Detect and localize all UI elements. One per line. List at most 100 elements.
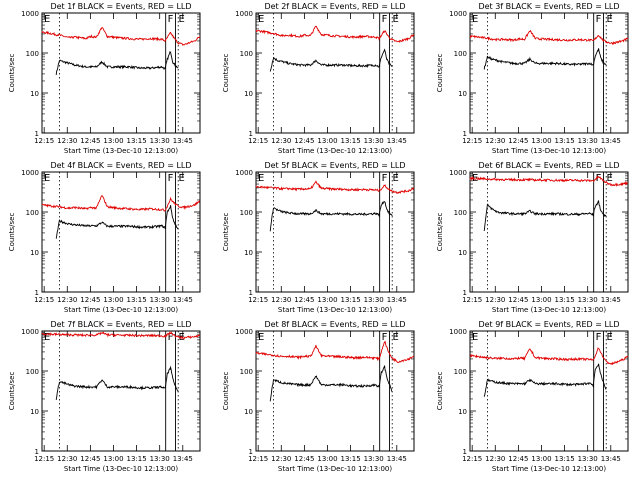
y-axis-label: Counts/sec <box>436 213 444 252</box>
chart-title: Det 4f BLACK = Events, RED = LLD <box>50 161 191 170</box>
x-tick-label: 13:30 <box>364 137 384 145</box>
y-tick-label: 100 <box>454 209 467 217</box>
x-tick-label: 13:45 <box>173 296 193 304</box>
x-tick-label: 13:45 <box>601 296 621 304</box>
region-label: E <box>258 332 264 343</box>
plot-frame <box>255 12 415 134</box>
y-axis-label: Counts/sec <box>8 54 16 93</box>
y-axis-label: Counts/sec <box>8 213 16 252</box>
y-tick-label: 1 <box>249 448 253 456</box>
x-tick-label: 13:00 <box>531 455 551 463</box>
x-tick-label: 13:45 <box>387 455 407 463</box>
chart-title: Det 8f BLACK = Events, RED = LLD <box>264 320 405 329</box>
chart-panel-7: Det 7f BLACK = Events, RED = LLD 1 10 100 10… <box>8 320 201 473</box>
x-tick-label: 12:45 <box>508 137 528 145</box>
y-tick-label: 100 <box>26 209 39 217</box>
y-tick-label: 1000 <box>21 10 39 18</box>
y-tick-label: 1 <box>35 130 39 138</box>
x-axis-label: Start Time (13-Dec-10 12:13:00) <box>64 465 178 473</box>
series-line-black <box>55 205 179 239</box>
x-axis-label: Start Time (13-Dec-10 12:13:00) <box>492 306 606 314</box>
chart-panel-4: Det 4f BLACK = Events, RED = LLD 1 10 100 10… <box>8 161 201 314</box>
series-line-black <box>483 48 607 70</box>
chart-panel-6: Det 6f BLACK = Events, RED = LLD 1 10 100 10… <box>436 161 629 314</box>
x-tick-label: 13:15 <box>554 296 574 304</box>
y-tick-label: 10 <box>30 90 39 98</box>
x-tick-label: 13:45 <box>387 296 407 304</box>
y-tick-label: 1000 <box>235 169 253 177</box>
y-tick-label: 100 <box>454 50 467 58</box>
region-label: E <box>44 332 50 343</box>
x-tick-label: 12:15 <box>248 296 268 304</box>
chart-panel-9: Det 9f BLACK = Events, RED = LLD 1 10 100 10… <box>436 320 629 473</box>
series-line-red <box>469 175 629 187</box>
x-tick-label: 13:30 <box>578 455 598 463</box>
series-line-black <box>269 200 393 232</box>
y-tick-label: 1000 <box>449 169 467 177</box>
region-label: F <box>168 14 174 25</box>
region-label: E <box>606 173 612 184</box>
y-tick-label: 100 <box>454 368 467 376</box>
x-tick-label: 12:30 <box>485 296 505 304</box>
y-tick-label: 1000 <box>21 328 39 336</box>
y-tick-label: 1 <box>463 448 467 456</box>
x-tick-label: 12:30 <box>57 137 77 145</box>
y-tick-label: 10 <box>458 90 467 98</box>
y-tick-label: 100 <box>240 368 253 376</box>
region-label: F <box>382 332 388 343</box>
series-line-red <box>41 27 201 46</box>
y-tick-label: 1000 <box>235 10 253 18</box>
y-tick-label: 10 <box>458 408 467 416</box>
x-tick-label: 13:45 <box>173 455 193 463</box>
x-axis-label: Start Time (13-Dec-10 12:13:00) <box>492 465 606 473</box>
x-tick-label: 13:00 <box>103 137 123 145</box>
y-tick-label: 1 <box>35 289 39 297</box>
x-tick-label: 13:15 <box>126 296 146 304</box>
chart-panel-8: Det 8f BLACK = Events, RED = LLD 1 10 100 10… <box>222 320 415 473</box>
y-tick-label: 100 <box>26 368 39 376</box>
y-axis-label: Counts/sec <box>436 372 444 411</box>
x-tick-label: 13:30 <box>364 296 384 304</box>
x-tick-label: 12:30 <box>271 296 291 304</box>
x-tick-label: 12:45 <box>80 137 100 145</box>
y-axis-label: Counts/sec <box>436 54 444 93</box>
y-axis-label: Counts/sec <box>222 54 230 93</box>
x-tick-label: 12:15 <box>248 455 268 463</box>
x-tick-label: 12:15 <box>462 137 482 145</box>
plot-frame <box>41 171 201 293</box>
x-tick-label: 13:15 <box>340 296 360 304</box>
chart-panel-3: Det 3f BLACK = Events, RED = LLD 1 10 100 10… <box>436 2 629 155</box>
x-tick-label: 13:00 <box>317 296 337 304</box>
x-tick-label: 12:45 <box>508 296 528 304</box>
chart-panel-2: Det 2f BLACK = Events, RED = LLD 1 10 100 10… <box>222 2 415 155</box>
y-tick-label: 1000 <box>235 328 253 336</box>
region-label: F <box>382 173 388 184</box>
series-line-red <box>255 25 415 43</box>
x-tick-label: 12:15 <box>462 455 482 463</box>
y-tick-label: 10 <box>244 249 253 257</box>
series-line-black <box>55 51 179 76</box>
series-line-black <box>483 363 607 397</box>
chart-title: Det 2f BLACK = Events, RED = LLD <box>264 2 405 11</box>
x-axis-label: Start Time (13-Dec-10 12:13:00) <box>278 147 392 155</box>
x-tick-label: 12:45 <box>80 296 100 304</box>
x-tick-label: 13:15 <box>340 137 360 145</box>
x-tick-label: 12:30 <box>485 137 505 145</box>
plot-frame <box>41 12 201 134</box>
y-tick-label: 1 <box>463 289 467 297</box>
series-line-black <box>483 199 607 232</box>
x-tick-label: 13:15 <box>126 137 146 145</box>
plot-frame <box>255 171 415 293</box>
series-line-red <box>41 331 201 340</box>
x-tick-label: 13:30 <box>150 296 170 304</box>
x-tick-label: 13:45 <box>173 137 193 145</box>
y-tick-label: 10 <box>244 90 253 98</box>
x-tick-label: 12:30 <box>485 455 505 463</box>
y-tick-label: 1000 <box>449 328 467 336</box>
y-tick-label: 1 <box>35 448 39 456</box>
plot-frame <box>41 330 201 452</box>
x-tick-label: 13:15 <box>554 137 574 145</box>
x-tick-label: 13:00 <box>103 455 123 463</box>
region-label: E <box>472 14 478 25</box>
